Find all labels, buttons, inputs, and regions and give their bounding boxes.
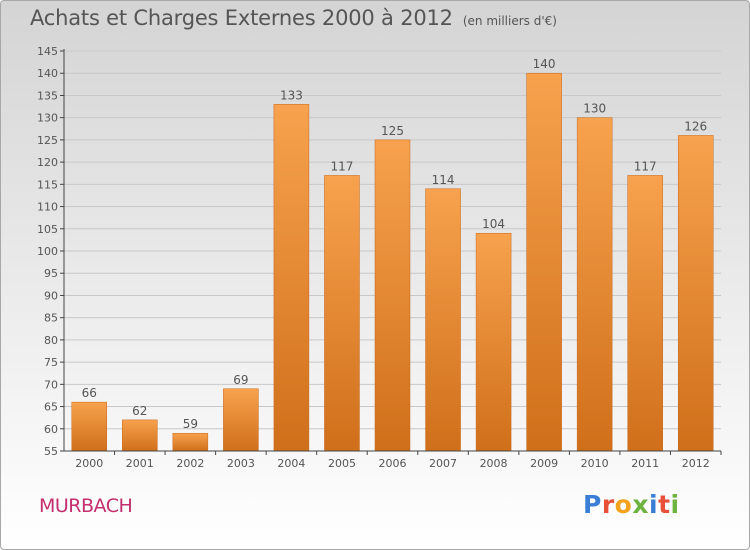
x-tick-label: 2008 bbox=[480, 457, 508, 470]
data-label: 69 bbox=[233, 373, 248, 387]
bar-2012 bbox=[677, 135, 714, 452]
data-label: 125 bbox=[381, 124, 404, 138]
x-tick-label: 2009 bbox=[530, 457, 558, 470]
bar-2001 bbox=[122, 419, 158, 452]
y-tick-label: 85 bbox=[44, 312, 58, 325]
logo-letter: r bbox=[601, 490, 615, 519]
x-tick-label: 2004 bbox=[277, 457, 305, 470]
data-label: 140 bbox=[533, 57, 556, 71]
bar-2008 bbox=[475, 232, 512, 452]
y-tick-label: 145 bbox=[37, 45, 58, 58]
x-tick-label: 2012 bbox=[682, 457, 710, 470]
x-tick-label: 2002 bbox=[176, 457, 204, 470]
y-tick-label: 95 bbox=[44, 267, 58, 280]
chart-title: Achats et Charges Externes 2000 à 2012 bbox=[30, 6, 453, 30]
y-axis-ticks: 55 60 65 70 75 80 85 90 95 100 105 110 115 120 125 130 1… bbox=[37, 45, 64, 458]
data-label: 117 bbox=[634, 159, 657, 173]
y-tick-label: 135 bbox=[37, 89, 58, 102]
bar-2000 bbox=[71, 401, 108, 452]
bar-2010 bbox=[576, 117, 613, 452]
logo-letter: t bbox=[658, 490, 671, 519]
logo-letter: o bbox=[614, 490, 633, 519]
x-tick-label: 2007 bbox=[429, 457, 457, 470]
logo-letter: i bbox=[670, 490, 680, 519]
x-axis-ticks: 2000 2001 2002 2003 2004 2005 2006 2007 2008 2009… bbox=[75, 451, 722, 470]
data-label: 133 bbox=[280, 88, 303, 102]
x-tick-label: 2000 bbox=[75, 457, 103, 470]
y-tick-label: 70 bbox=[44, 378, 58, 391]
y-tick-label: 80 bbox=[44, 334, 58, 347]
y-tick-label: 125 bbox=[37, 134, 58, 147]
data-labels: 66 62 59 69 133 117 125 114 104 140 130 117 126 bbox=[82, 57, 708, 431]
chart-title-block: Achats et Charges Externes 2000 à 2012 (e… bbox=[30, 6, 557, 30]
x-tick-label: 2010 bbox=[581, 457, 609, 470]
y-tick-label: 140 bbox=[37, 67, 58, 80]
data-label: 130 bbox=[583, 102, 606, 116]
bar-2005 bbox=[324, 175, 360, 452]
bar-2009 bbox=[526, 72, 562, 452]
logo-letter: x bbox=[632, 490, 649, 519]
data-label: 117 bbox=[331, 159, 354, 173]
y-tick-label: 60 bbox=[44, 423, 58, 436]
data-label: 66 bbox=[82, 386, 97, 400]
bar-2007 bbox=[425, 188, 461, 452]
proxiti-logo[interactable]: Proxiti bbox=[583, 490, 680, 519]
bar-2004 bbox=[273, 104, 310, 452]
x-tick-label: 2011 bbox=[631, 457, 659, 470]
y-tick-label: 90 bbox=[44, 289, 58, 302]
bar-2003 bbox=[223, 388, 259, 452]
x-tick-label: 2001 bbox=[126, 457, 154, 470]
logo-letter: P bbox=[583, 490, 602, 519]
x-tick-label: 2006 bbox=[379, 457, 407, 470]
y-tick-label: 75 bbox=[44, 356, 58, 369]
data-label: 114 bbox=[432, 173, 455, 187]
x-tick-label: 2003 bbox=[227, 457, 255, 470]
y-tick-label: 115 bbox=[37, 178, 58, 191]
data-label: 104 bbox=[482, 217, 505, 231]
data-label: 62 bbox=[132, 404, 147, 418]
bar-2002 bbox=[172, 432, 209, 452]
y-tick-label: 55 bbox=[44, 445, 58, 458]
chart-unit: (en milliers d'€) bbox=[462, 14, 557, 28]
bar-2011 bbox=[627, 175, 663, 452]
data-label: 59 bbox=[183, 417, 198, 431]
y-tick-label: 65 bbox=[44, 401, 58, 414]
data-label: 126 bbox=[684, 119, 707, 133]
y-tick-label: 110 bbox=[37, 201, 58, 214]
bar-2006 bbox=[374, 139, 411, 452]
commune-name: MURBACH bbox=[39, 495, 133, 517]
x-tick-label: 2005 bbox=[328, 457, 356, 470]
bars bbox=[71, 72, 714, 452]
y-tick-label: 120 bbox=[37, 156, 58, 169]
logo-letter: i bbox=[649, 490, 659, 519]
y-tick-label: 130 bbox=[37, 112, 58, 125]
y-tick-label: 105 bbox=[37, 223, 58, 236]
y-tick-label: 100 bbox=[37, 245, 58, 258]
